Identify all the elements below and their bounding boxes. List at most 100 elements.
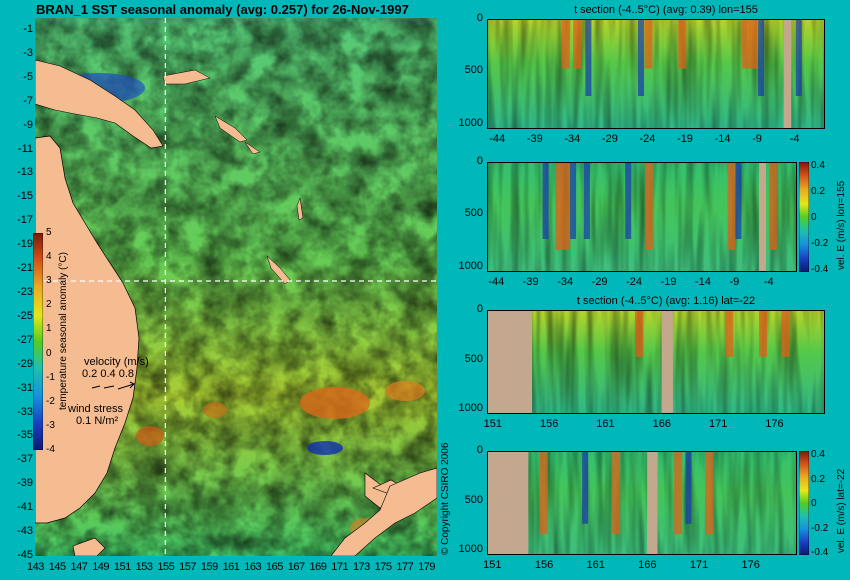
velocity-colorbar-tick: 0 <box>811 498 817 509</box>
warm-band <box>612 451 621 535</box>
velocity-colorbar-tick: -0.2 <box>811 238 829 249</box>
panel-x-tick: -14 <box>714 133 731 145</box>
map-lat-tick: -5 <box>23 70 33 83</box>
panel-depth-tick: 0 <box>476 303 483 315</box>
panel-x-tick: -34 <box>564 133 581 145</box>
sst-colorbar-label: temperature seasonal anomaly (°C) <box>58 252 69 410</box>
velocity-colorbar-tick: -0.2 <box>811 522 829 534</box>
panel-x-tick: 166 <box>652 418 671 430</box>
map-lat-tick: -27 <box>17 333 33 346</box>
section-panel-1[interactable] <box>487 19 825 129</box>
map-lon-tick: 179 <box>418 561 435 573</box>
panel-x-tick: -34 <box>557 276 574 288</box>
map-lat-tick: -19 <box>17 238 33 251</box>
panel-x-tick: -4 <box>789 133 800 145</box>
cool-band <box>637 19 644 96</box>
map-lat-tick: -37 <box>17 453 33 466</box>
warm-band <box>768 162 777 250</box>
panel-x-tick: -29 <box>591 276 608 288</box>
map-lon-tick: 169 <box>309 561 327 573</box>
sst-colorbar-tick: 4 <box>46 251 52 263</box>
warm-band <box>749 19 758 69</box>
panel-x-tick: -44 <box>488 276 505 288</box>
warm-band <box>562 162 571 250</box>
cool-band <box>795 19 802 96</box>
map-lon-tick: 147 <box>70 561 88 573</box>
map-lat-tick: -41 <box>17 501 33 514</box>
panel-x-tick: 151 <box>483 559 502 571</box>
velocity-colorbar-tick: 0.4 <box>811 449 825 460</box>
map-lat-tick: -43 <box>17 525 33 538</box>
panel-depth-tick: 500 <box>464 64 483 77</box>
sst-colorbar <box>33 233 43 450</box>
new-caledonia-landmass <box>266 255 291 285</box>
section-panel-4[interactable] <box>487 451 797 555</box>
panel-x-tick: -39 <box>522 276 539 288</box>
land-mask <box>647 451 658 555</box>
panel-x-tick: 156 <box>539 418 559 430</box>
velocity-legend-arrows <box>91 381 135 390</box>
section-panel-3[interactable] <box>487 310 825 414</box>
map-title: BRAN_1 SST seasonal anomaly (avg: 0.257)… <box>36 2 409 17</box>
warm-band <box>678 19 687 69</box>
velocity-colorbar-label: vel. E (m/s) lat=-22 <box>836 468 847 553</box>
panel-depth-tick: 0 <box>476 155 483 167</box>
velocity-legend-scale: 0.2 0.4 0.8 <box>82 368 134 380</box>
panel-x-tick: -9 <box>752 133 762 145</box>
cool-band <box>625 162 632 239</box>
panel-x-tick: 176 <box>765 418 784 430</box>
map-lat-tick: -29 <box>17 357 33 370</box>
panel-depth-tick: 500 <box>464 352 483 365</box>
panel-x-tick: -14 <box>695 276 711 288</box>
map-lon-tick: 149 <box>92 561 110 573</box>
solomon-island-landmass <box>244 141 261 155</box>
panel-depth-tick: 0 <box>476 12 483 24</box>
new-britain-landmass <box>162 69 211 85</box>
panel-x-tick: 151 <box>483 418 502 430</box>
velocity-colorbar-tick: -0.4 <box>811 547 829 558</box>
warm-band <box>742 19 751 69</box>
sst-map[interactable] <box>35 18 437 556</box>
warm-band <box>561 19 570 69</box>
panel-frame <box>487 310 825 414</box>
panel-frame <box>487 162 797 272</box>
section-panel-2[interactable] <box>487 162 797 272</box>
map-lat-tick: -25 <box>17 309 33 322</box>
panel-x-tick: 171 <box>708 418 728 430</box>
map-lat-tick: -1 <box>23 22 33 35</box>
cool-band <box>582 451 589 524</box>
velocity-colorbar-tick: 0 <box>811 212 817 223</box>
section-panel-title: t section (-4..5°C) (avg: 0.39) lon=155 <box>574 4 758 16</box>
panel-x-tick: -39 <box>526 133 543 145</box>
map-lat-tick: -39 <box>17 477 33 490</box>
section-panel-title: t section (-4..5°C) (avg: 1.16) lat=-22 <box>576 295 756 307</box>
map-lon-tick: 177 <box>396 561 414 573</box>
velocity-colorbar-tick: 0.4 <box>811 160 825 171</box>
panel-x-tick: 166 <box>638 559 657 571</box>
panel-depth-tick: 1000 <box>458 543 483 556</box>
velocity-colorbar-label: vel. E (m/s) lon=155 <box>836 180 847 270</box>
land-mask <box>759 162 766 272</box>
velocity-colorbar <box>799 162 809 272</box>
warm-band <box>727 162 736 250</box>
sst-colorbar-tick: 3 <box>46 275 52 287</box>
map-lon-tick: 175 <box>374 561 392 573</box>
panel-x-tick: -4 <box>763 276 774 288</box>
map-lon-tick: 167 <box>287 561 305 573</box>
warm-band <box>781 310 790 357</box>
sst-colorbar-tick: -4 <box>46 444 55 455</box>
map-lon-tick: 153 <box>135 561 153 573</box>
panel-x-tick: -29 <box>601 133 618 145</box>
map-lon-tick: 165 <box>266 561 283 573</box>
map-lon-tick: 145 <box>48 561 66 573</box>
panel-x-tick: 176 <box>741 559 760 571</box>
map-lon-tick: 171 <box>331 561 349 573</box>
panel-depth-tick: 500 <box>464 493 483 506</box>
warm-band <box>705 451 714 535</box>
australia-landmass <box>35 135 140 524</box>
velocity-colorbar <box>799 451 809 555</box>
land-mask <box>487 451 529 555</box>
warm-band <box>539 451 548 535</box>
panel-frame <box>487 451 797 555</box>
map-lon-tick: 159 <box>200 561 218 573</box>
